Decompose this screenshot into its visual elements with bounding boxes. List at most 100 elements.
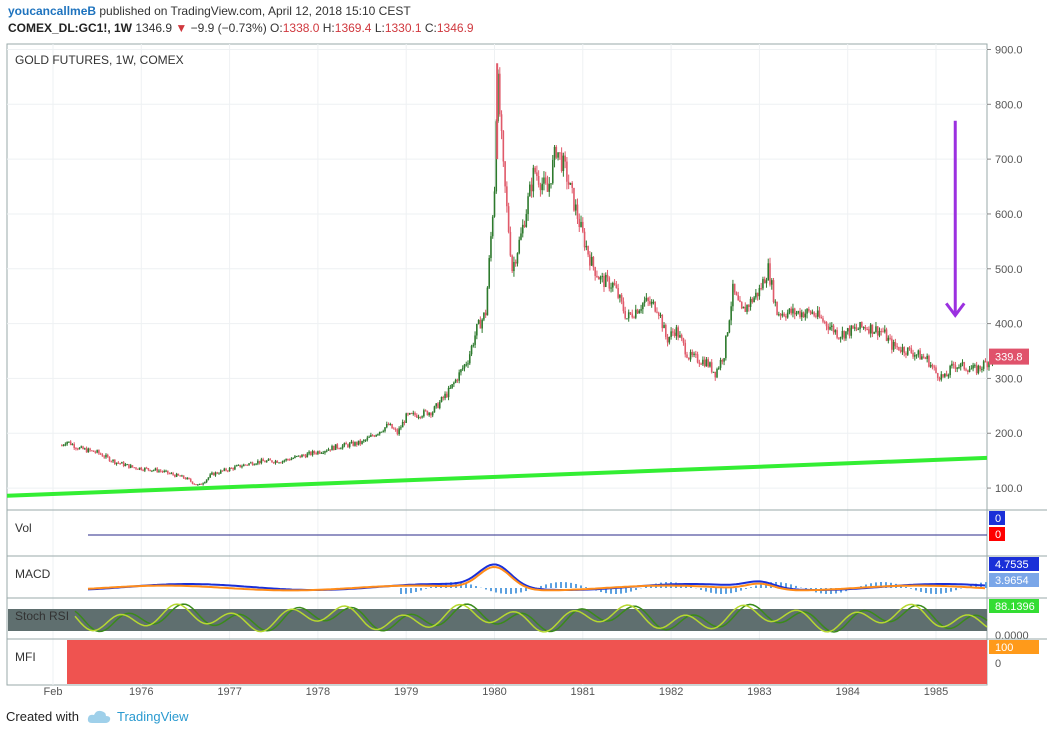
candle-body bbox=[737, 295, 740, 301]
candle-body bbox=[431, 412, 434, 416]
tradingview-link[interactable]: TradingView bbox=[116, 709, 189, 724]
candle-body bbox=[191, 481, 194, 484]
candle-body bbox=[719, 360, 722, 368]
candle-body bbox=[878, 330, 881, 336]
candle-body bbox=[974, 365, 976, 367]
stoch-d-line bbox=[74, 603, 988, 633]
candle-body bbox=[959, 363, 962, 368]
macd-histogram-bar bbox=[500, 588, 502, 594]
candle-body bbox=[663, 325, 665, 329]
candle-body bbox=[636, 309, 639, 314]
candle-body bbox=[566, 161, 568, 182]
candle-body bbox=[823, 321, 826, 323]
author-link[interactable]: youcancallmeB bbox=[8, 4, 97, 18]
macd-histogram-bar bbox=[790, 584, 792, 588]
candle-body bbox=[361, 441, 363, 444]
candle-body bbox=[721, 360, 724, 362]
y-tick-label: 900.0 bbox=[995, 44, 1023, 56]
candle-body bbox=[666, 336, 669, 343]
macd-histogram-bar bbox=[720, 588, 722, 594]
candle-body bbox=[453, 382, 455, 385]
candle-body bbox=[693, 353, 695, 356]
candle-body bbox=[73, 444, 75, 448]
candle-body bbox=[121, 462, 123, 464]
close-label: C: bbox=[424, 21, 437, 35]
candle-body bbox=[458, 372, 460, 381]
candle-body bbox=[746, 304, 748, 312]
candle-body bbox=[447, 387, 450, 398]
macd-histogram-bar bbox=[760, 584, 762, 588]
candle-body bbox=[739, 300, 741, 303]
candle-body bbox=[320, 452, 323, 454]
pane-value-badge bbox=[989, 511, 1005, 525]
candle-body bbox=[212, 472, 215, 476]
macd-histogram-bar bbox=[415, 588, 417, 592]
candle-body bbox=[642, 303, 644, 310]
candle-body bbox=[802, 312, 805, 318]
candle-body bbox=[257, 460, 259, 464]
candle-body bbox=[152, 470, 155, 472]
candle-body bbox=[931, 364, 934, 367]
candle-body bbox=[945, 373, 948, 377]
candle-body bbox=[839, 337, 842, 339]
candle-body bbox=[172, 473, 174, 475]
symbol-label[interactable]: COMEX_DL:GC1!, 1W bbox=[8, 21, 133, 35]
stoch-k-line bbox=[74, 603, 988, 633]
candle-body bbox=[700, 363, 702, 365]
close-value: 1346.9 bbox=[436, 21, 474, 35]
candle-body bbox=[66, 441, 68, 445]
chart-canvas[interactable]: 900.0 800.0 700.0 600.0 500.0 400.0 300.0 200.0… bbox=[0, 0, 1053, 700]
candle-body bbox=[470, 345, 473, 355]
candle-body bbox=[463, 364, 466, 369]
candle-body bbox=[421, 416, 423, 418]
candle-body bbox=[285, 458, 287, 461]
pane-value: 0 bbox=[995, 529, 1001, 541]
candle-body bbox=[267, 459, 270, 461]
grid bbox=[7, 44, 987, 685]
macd-histogram-bar bbox=[740, 588, 742, 591]
candle-body bbox=[274, 460, 277, 464]
candle-body bbox=[488, 258, 491, 288]
candle-body bbox=[71, 444, 74, 446]
candle-body bbox=[903, 347, 906, 354]
candle-body bbox=[871, 324, 874, 334]
candle-body bbox=[951, 363, 953, 366]
candle-body bbox=[161, 471, 164, 473]
macd-histogram-bar bbox=[735, 588, 737, 593]
y-tick-label: 500.0 bbox=[995, 264, 1023, 276]
macd-histogram-bar bbox=[925, 588, 927, 594]
macd-histogram-bar bbox=[915, 588, 917, 591]
candle-body bbox=[92, 450, 95, 452]
candle-body bbox=[553, 146, 556, 161]
candle-body bbox=[94, 451, 97, 453]
candle-body bbox=[389, 424, 392, 426]
candle-body bbox=[883, 329, 886, 332]
candle-body bbox=[426, 410, 429, 416]
support-trendline bbox=[6, 455, 988, 498]
candle-body bbox=[982, 361, 985, 369]
candle-body bbox=[914, 355, 916, 357]
candle-body bbox=[147, 468, 150, 470]
macd-histogram-bar bbox=[425, 588, 427, 589]
candle-body bbox=[375, 434, 377, 437]
candle-body bbox=[64, 444, 67, 446]
candle-body bbox=[557, 152, 559, 158]
candle-body bbox=[765, 280, 768, 284]
candle-body bbox=[516, 253, 519, 264]
candle-body bbox=[604, 274, 607, 287]
candle-body bbox=[728, 320, 731, 333]
pane-value-badge bbox=[989, 527, 1005, 541]
candle-body bbox=[272, 462, 275, 464]
candle-body bbox=[101, 454, 104, 457]
candle-body bbox=[841, 330, 844, 338]
candle-body bbox=[679, 335, 681, 338]
candle-body bbox=[407, 413, 409, 415]
candle-body bbox=[239, 464, 241, 468]
candle-body bbox=[355, 442, 358, 445]
candle-body bbox=[968, 369, 971, 372]
down-arrow-head bbox=[945, 302, 966, 318]
candle-body bbox=[306, 453, 309, 458]
candle-body bbox=[414, 412, 416, 416]
candle-body bbox=[770, 280, 773, 285]
candle-body bbox=[477, 320, 480, 324]
